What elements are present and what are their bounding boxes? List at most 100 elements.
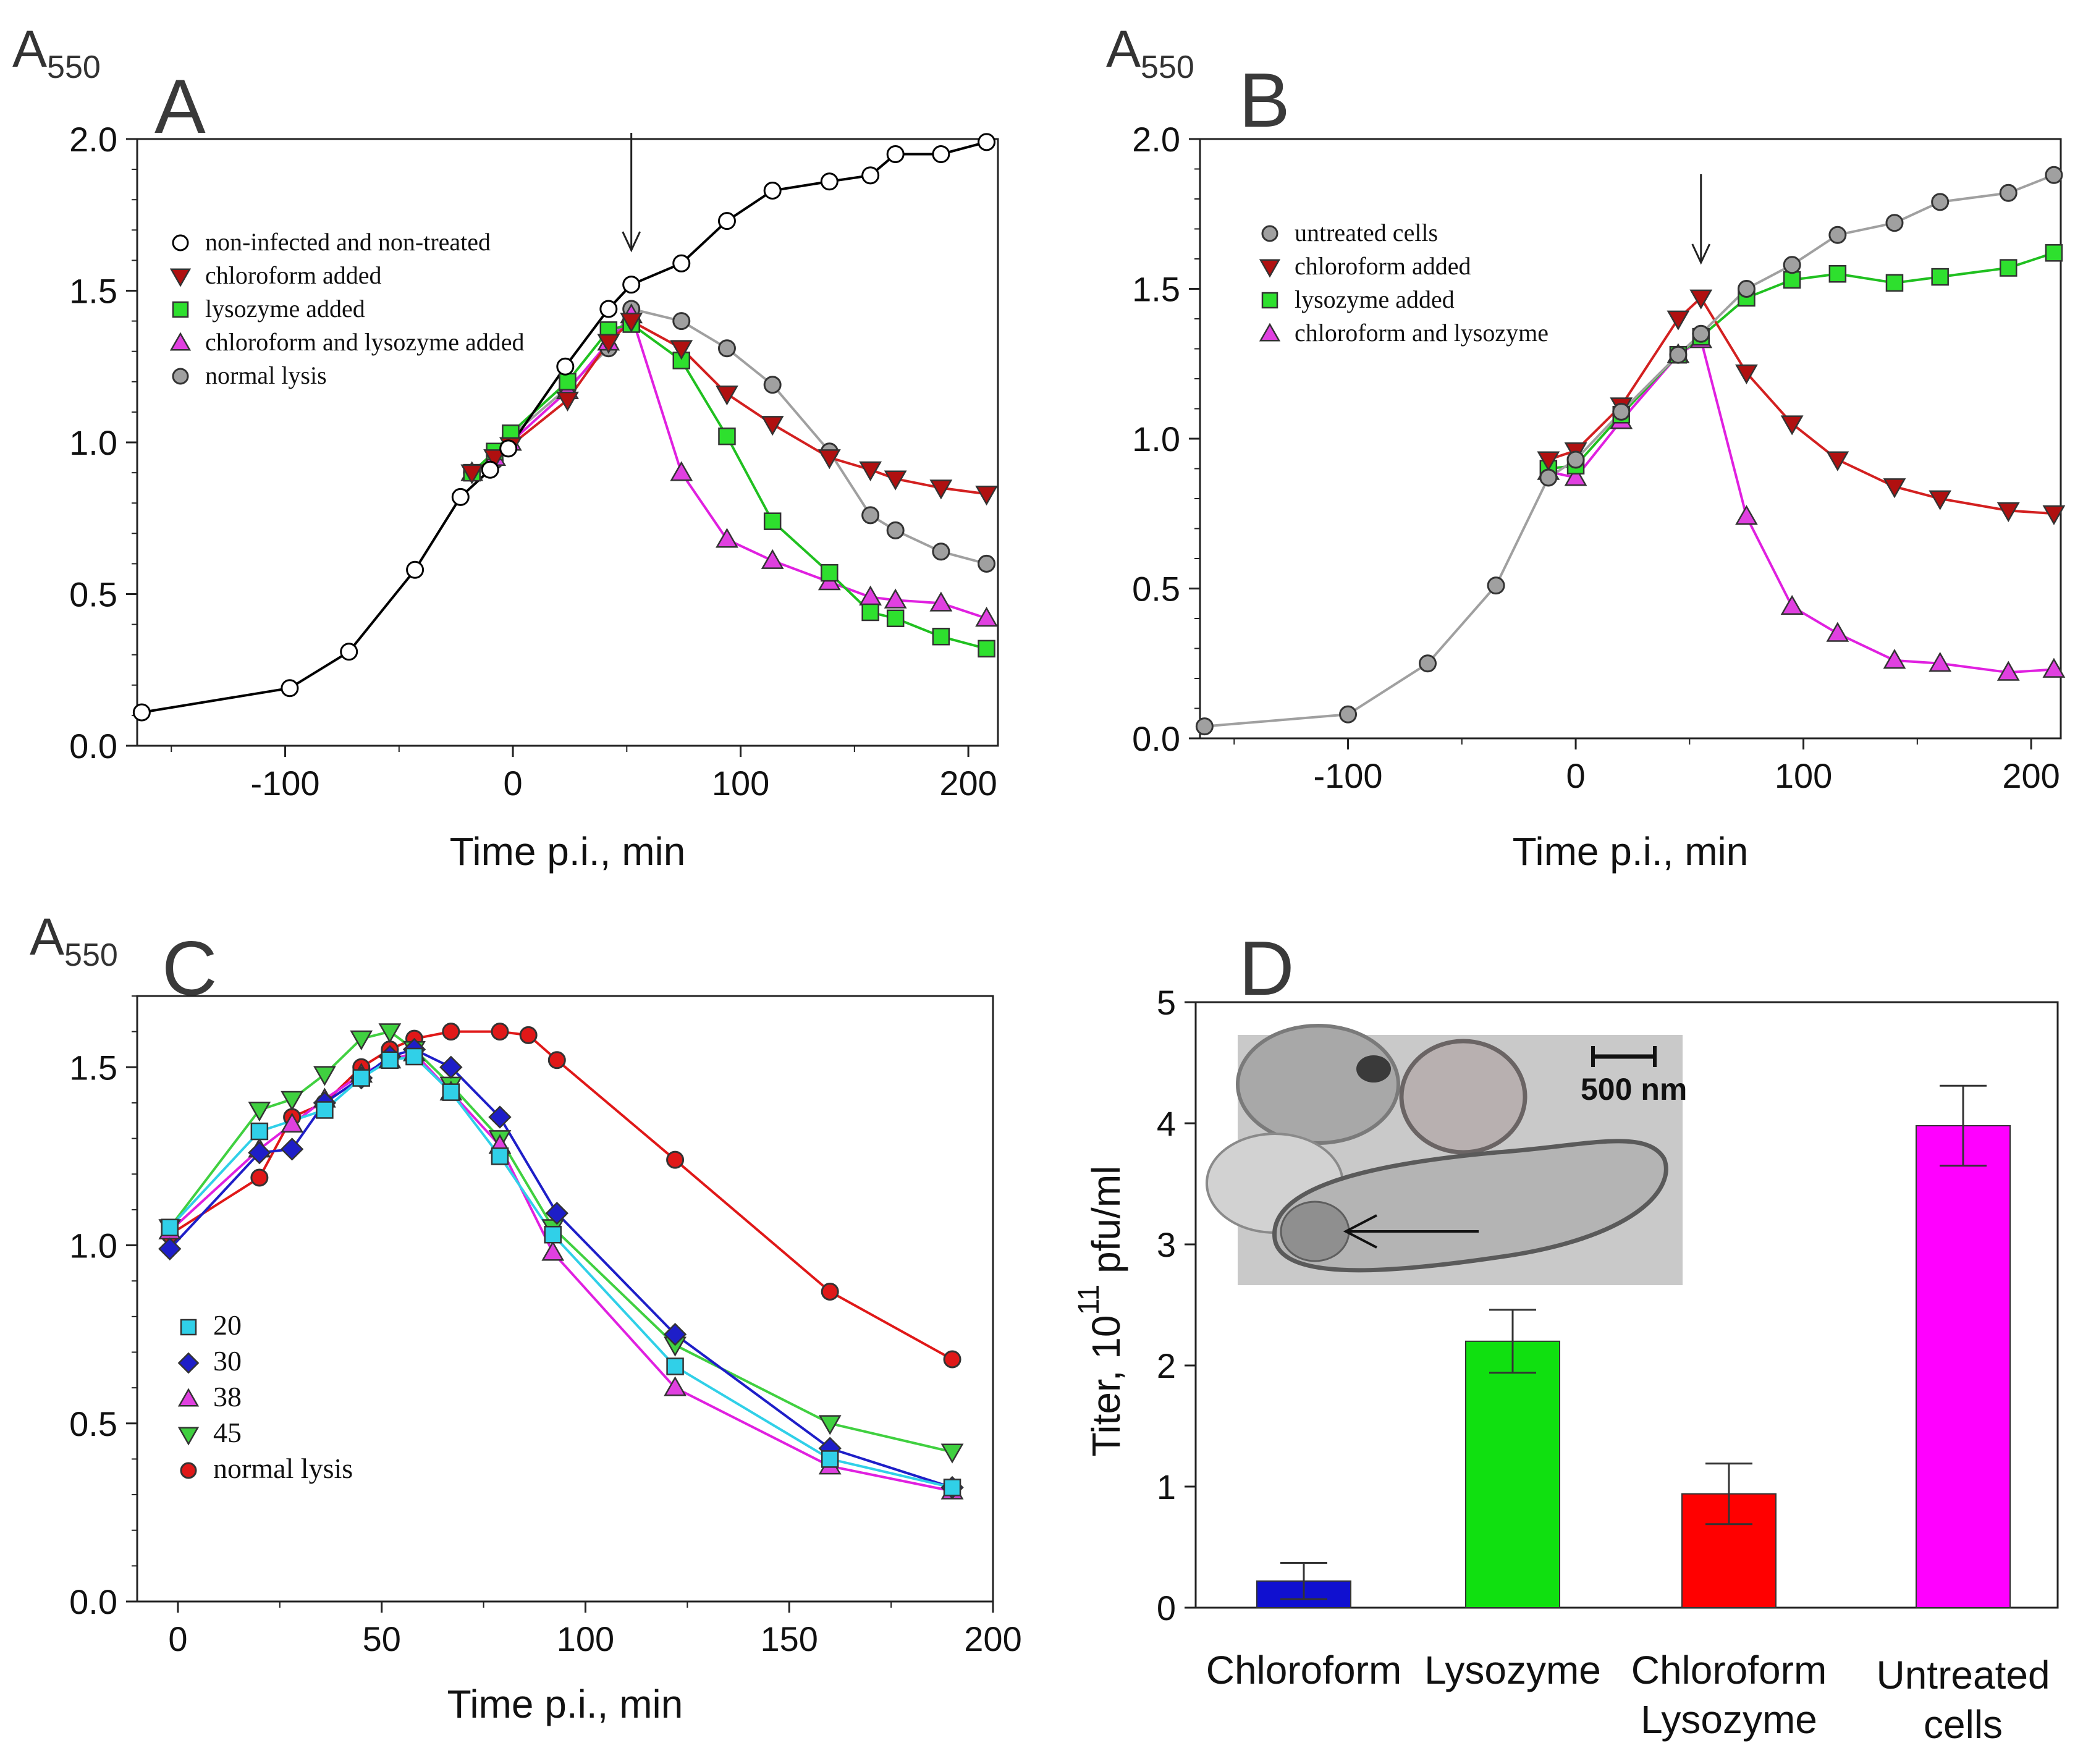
panel-b-legend-marker-chloroform-added xyxy=(1259,259,1281,278)
panel-d-ytick-label: 3 xyxy=(1157,1225,1176,1264)
panel-b-ytick-label: 2.0 xyxy=(1132,120,1180,159)
panel-c-axes-frame xyxy=(136,995,994,1603)
panel-d: D 0 1 2 3 4 5 Titer, 1011 pfu/ml 500 nm Chlorofo… xyxy=(1073,926,2059,1747)
panel-b-xlabel: Time p.i., min xyxy=(1513,829,1749,874)
panel-c-point-45 xyxy=(281,1091,304,1111)
panel-c-point-45 xyxy=(248,1102,271,1122)
panel-c-point-normal-lysis xyxy=(442,1023,460,1041)
panel-d-category-label: Chloroform xyxy=(1631,1648,1827,1692)
panel-b-point-chloroform-and-lysozyme xyxy=(1996,660,2020,681)
panel-b-xtick-label: 100 xyxy=(1775,756,1832,795)
panel-c-point-30 xyxy=(545,1201,568,1225)
panel-c-point-normal-lysis xyxy=(943,1350,961,1369)
panel-a-point-lysozyme-added xyxy=(559,373,577,391)
panel-a-point-non-infected-and-non-treated xyxy=(932,145,950,164)
panel-a-legend-label-normal-lysis: normal lysis xyxy=(205,361,327,389)
panel-c-point-normal-lysis xyxy=(519,1026,538,1044)
panel-b-point-chloroform-and-lysozyme xyxy=(1735,505,1758,525)
panel-b-point-chloroform-added xyxy=(1689,289,1713,310)
panel-c-legend-marker-20 xyxy=(180,1319,197,1336)
panel-b-ytick-label: 0.0 xyxy=(1132,719,1180,758)
panel-b-point-untreated-cells xyxy=(1828,226,1847,244)
panel-b-series-line-untreated-cells xyxy=(1204,174,2055,728)
panel-c-point-20 xyxy=(943,1479,961,1496)
panel-c-legend-label-38: 38 xyxy=(213,1381,242,1412)
panel-b-point-untreated-cells xyxy=(1783,256,1801,274)
panel-d-category-label: Lysozyme xyxy=(1424,1648,1601,1692)
panel-b-point-chloroform-added xyxy=(1735,364,1758,385)
panel-a-point-chloroform-added xyxy=(483,449,506,470)
panel-a-point-lysozyme-added xyxy=(861,603,879,622)
panel-c-point-20 xyxy=(381,1051,399,1070)
panel-d-ytick-label: 1 xyxy=(1157,1467,1176,1506)
panel-a-point-chloroform-and-lysozyme-added xyxy=(670,461,693,481)
panel-c-point-45 xyxy=(350,1030,373,1050)
panel-c-ytick-label: 0.0 xyxy=(69,1582,117,1621)
panel-b-point-untreated-cells xyxy=(1487,576,1505,595)
panel-a-point-normal-lysis xyxy=(886,521,905,539)
panel-b-point-chloroform-and-lysozyme xyxy=(1564,466,1587,486)
panel-a-point-lysozyme-added xyxy=(718,427,736,445)
panel-c-point-20 xyxy=(250,1122,269,1141)
panel-c-legend-marker-38 xyxy=(177,1388,200,1407)
panel-a-ylabel: A550 xyxy=(12,20,101,85)
panel-a-plot: -100 0 100 200 0.0 0.5 1.0 1.5 2.0 Time p.i., min… xyxy=(69,120,999,874)
panel-c-point-normal-lysis xyxy=(821,1282,839,1301)
panel-b-point-chloroform-added xyxy=(1667,310,1690,331)
panel-a-legend-label-chloroform-added: chloroform added xyxy=(205,261,381,289)
panel-b-point-chloroform-and-lysozyme xyxy=(2042,657,2066,678)
panel-a-point-normal-lysis xyxy=(978,554,996,573)
panel-a-xtick-label: 100 xyxy=(712,764,769,803)
panel-c-point-30 xyxy=(439,1055,463,1079)
panel-b-point-chloroform-added xyxy=(2042,505,2066,526)
panel-b-point-lysozyme-added xyxy=(1885,274,1904,292)
panel-d-ytick-label: 5 xyxy=(1157,983,1176,1022)
panel-b-point-chloroform-added xyxy=(1929,490,1952,510)
panel-a-point-lysozyme-added xyxy=(821,563,839,582)
panel-c-point-20 xyxy=(442,1083,460,1101)
panel-c-xtick-label: 0 xyxy=(168,1619,187,1658)
panel-a-point-chloroform-added xyxy=(761,416,784,436)
panel-b-point-chloroform-added xyxy=(1996,502,2020,523)
panel-a-legend-marker-chloroform-and-lysozyme-added xyxy=(169,332,192,351)
panel-c-letter: C xyxy=(162,926,218,1011)
panel-d-category-label: cells xyxy=(1924,1702,2003,1747)
inset-round-cell xyxy=(1399,1039,1527,1155)
panel-b-point-untreated-cells xyxy=(1669,345,1688,364)
panel-b-point-chloroform-added xyxy=(1780,415,1804,436)
panel-b-point-lysozyme-added xyxy=(1931,268,1949,286)
panel-b-legend-marker-untreated-cells xyxy=(1261,225,1278,242)
panel-a-point-lysozyme-added xyxy=(886,609,905,628)
panel-a-point-non-infected-and-non-treated xyxy=(861,166,880,185)
panel-b-point-untreated-cells xyxy=(1999,184,2018,202)
inset-scale-label: 500 nm xyxy=(1581,1072,1687,1107)
panel-c-point-30 xyxy=(280,1137,304,1161)
panel-d-plot: 0 1 2 3 4 5 Titer, 1011 pfu/ml 500 nm Chloroform… xyxy=(1073,983,2059,1747)
panel-a-ytick-label: 0.0 xyxy=(69,727,117,766)
panel-c-ytick-label: 0.5 xyxy=(69,1404,117,1443)
panel-a-point-non-infected-and-non-treated xyxy=(451,487,470,506)
panel-a-point-non-infected-and-non-treated xyxy=(499,439,518,458)
panel-c-point-20 xyxy=(352,1069,370,1087)
panel-b-point-untreated-cells xyxy=(1885,214,1904,232)
panel-d-axes-frame xyxy=(1194,1001,2059,1609)
panel-a-point-lysozyme-added xyxy=(978,639,995,658)
panel-c-point-30 xyxy=(248,1141,271,1165)
panel-b-point-chloroform-added xyxy=(1883,478,1906,499)
panel-a-point-chloroform-and-lysozyme-added xyxy=(975,607,998,627)
panel-a-point-lysozyme-added xyxy=(763,512,782,530)
panel-a-point-non-infected-and-non-treated xyxy=(672,254,691,272)
panel-a-point-chloroform-and-lysozyme-added xyxy=(929,591,953,612)
panel-c-point-30 xyxy=(158,1237,182,1260)
panel-b-point-lysozyme-added xyxy=(1828,265,1847,283)
panel-c-xlabel: Time p.i., min xyxy=(447,1682,683,1726)
panel-b-point-lysozyme-added xyxy=(1783,271,1801,289)
panel-a-ytick-label: 1.5 xyxy=(69,272,117,311)
panel-b-xtick-label: 200 xyxy=(2002,756,2060,795)
panel-b-point-untreated-cells xyxy=(2045,166,2063,184)
panel-c-legend-label-normal-lysis: normal lysis xyxy=(213,1453,353,1484)
panel-a-legend-marker-lysozyme-added xyxy=(172,301,189,318)
panel-b-point-chloroform-added xyxy=(1826,451,1849,471)
panel-a-point-chloroform-added xyxy=(670,340,693,360)
